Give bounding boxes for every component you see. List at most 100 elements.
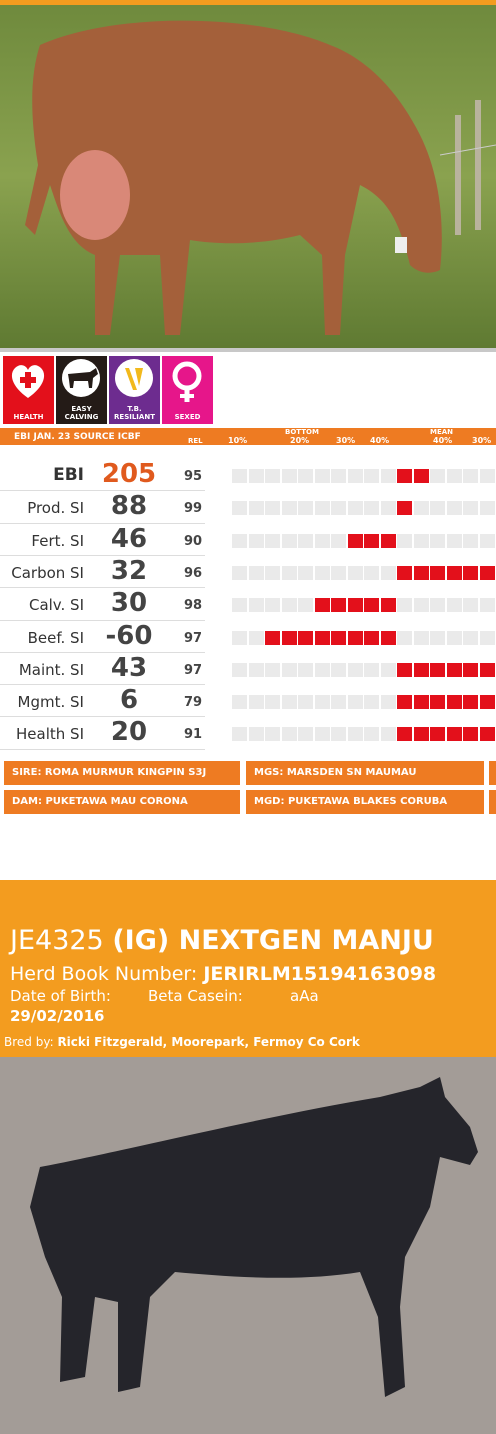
bar-cell-filled — [413, 662, 429, 677]
bar-cell-filled — [430, 727, 445, 742]
divider — [0, 348, 496, 352]
bar-cell — [314, 727, 330, 742]
badge-label: EASY CALVING — [64, 405, 99, 421]
bar-cell — [347, 565, 363, 580]
bar-cell-filled — [265, 630, 280, 645]
bottom-label: BOTTOM — [285, 428, 319, 436]
bar-cell — [298, 662, 313, 677]
row-value: 30 — [110, 588, 148, 619]
row-rel: 97 — [183, 662, 203, 678]
herd-book: Herd Book Number: JERIRLM15194163098 — [10, 962, 436, 986]
bar-cell — [331, 727, 346, 742]
bar-cell — [364, 662, 379, 677]
row-label: Maint. SI — [18, 660, 84, 679]
scale-label: 40% — [433, 436, 453, 445]
bar-cell — [446, 533, 462, 548]
mean-label: MEAN — [430, 428, 454, 436]
bar-cell — [446, 469, 462, 483]
bar-cell — [314, 501, 330, 516]
bar-cell — [347, 469, 363, 483]
health-icon — [11, 365, 45, 398]
bar-cell — [479, 598, 495, 613]
bar-cell — [265, 469, 280, 483]
bar-cell-filled — [479, 695, 495, 710]
info-panel — [0, 880, 496, 1057]
bar-cell — [248, 533, 264, 548]
row-rel: 96 — [183, 565, 203, 581]
bar-cell-filled — [347, 533, 363, 548]
row-label: Prod. SI — [27, 499, 84, 518]
bar-cell — [397, 630, 412, 645]
bar-cell-filled — [380, 630, 396, 645]
cow-silhouette-panel — [0, 1057, 496, 1434]
badge-label: T.B. RESILIANT — [114, 405, 155, 421]
bar-cell — [248, 727, 264, 742]
badge-label: SEXED — [174, 413, 201, 421]
pedigree-box: DAM: PUKETAWA MAU CORONA — [4, 790, 240, 814]
bar-cell-filled — [380, 533, 396, 548]
bar-cell — [331, 565, 346, 580]
bar-cell — [380, 662, 396, 677]
bar-cell — [380, 727, 396, 742]
bar-cell-filled — [347, 598, 363, 613]
beta-casein-label: Beta Casein: — [148, 987, 243, 1005]
bar-cell-filled — [298, 630, 313, 645]
dob-value: 29/02/2016 — [10, 1007, 105, 1025]
row-separator — [0, 716, 205, 718]
bar-cell — [232, 662, 247, 677]
bar-cell — [331, 533, 346, 548]
badge-label: HEALTH — [13, 413, 44, 421]
bar-cell — [463, 469, 478, 483]
bar-cell — [265, 727, 280, 742]
scale-label: 20% — [290, 436, 310, 445]
bar-cell-filled — [364, 533, 379, 548]
bar-cell — [397, 533, 412, 548]
bar-cell-filled — [413, 469, 429, 483]
bar-cell — [397, 598, 412, 613]
bar-cell-filled — [479, 662, 495, 677]
bar-cell — [248, 501, 264, 516]
bar-cell-filled — [446, 662, 462, 677]
bar-cell — [331, 469, 346, 483]
pedigree-box: MGD: PUKETAWA BLAKES CORUBA — [246, 790, 484, 814]
bar-cell — [446, 501, 462, 516]
row-separator — [0, 684, 205, 686]
bar-cell-filled — [331, 598, 346, 613]
bar-cell — [298, 501, 313, 516]
bar-cell — [413, 533, 429, 548]
bar-cell-filled — [463, 727, 478, 742]
row-value: 6 — [119, 685, 139, 716]
bar-cell — [347, 695, 363, 710]
calving-icon — [62, 359, 100, 397]
bar-cell — [232, 598, 247, 613]
row-label: Health SI — [16, 725, 84, 744]
bar-cell — [347, 662, 363, 677]
row-separator — [0, 619, 205, 621]
bar-cell-filled — [347, 630, 363, 645]
bar-cell — [314, 533, 330, 548]
pedigree-box — [489, 790, 496, 814]
row-label: Fert. SI — [31, 531, 84, 550]
bar-cell-filled — [446, 565, 462, 580]
bar-cell — [413, 598, 429, 613]
table-header — [0, 428, 496, 445]
row-separator — [0, 554, 205, 556]
bar-cell — [314, 469, 330, 483]
scale-label: 40% — [370, 436, 390, 445]
bar-cell — [380, 565, 396, 580]
row-separator — [0, 522, 205, 524]
beta-casein-value: aAa — [290, 987, 319, 1005]
row-label: EBI — [53, 465, 84, 485]
bar-cell — [298, 469, 313, 483]
bar-cell — [380, 501, 396, 516]
row-value: 46 — [110, 523, 148, 554]
bar-cell — [430, 501, 445, 516]
pedigree-box: MGS: MARSDEN SN MAUMAU — [246, 761, 484, 785]
bar-cell — [232, 469, 247, 483]
bar-cell — [232, 727, 247, 742]
bar-cell — [347, 727, 363, 742]
row-rel: 95 — [183, 469, 203, 484]
bar-cell — [380, 695, 396, 710]
bar-cell — [265, 695, 280, 710]
source-label: EBI JAN. 23 SOURCE ICBF — [14, 432, 141, 442]
